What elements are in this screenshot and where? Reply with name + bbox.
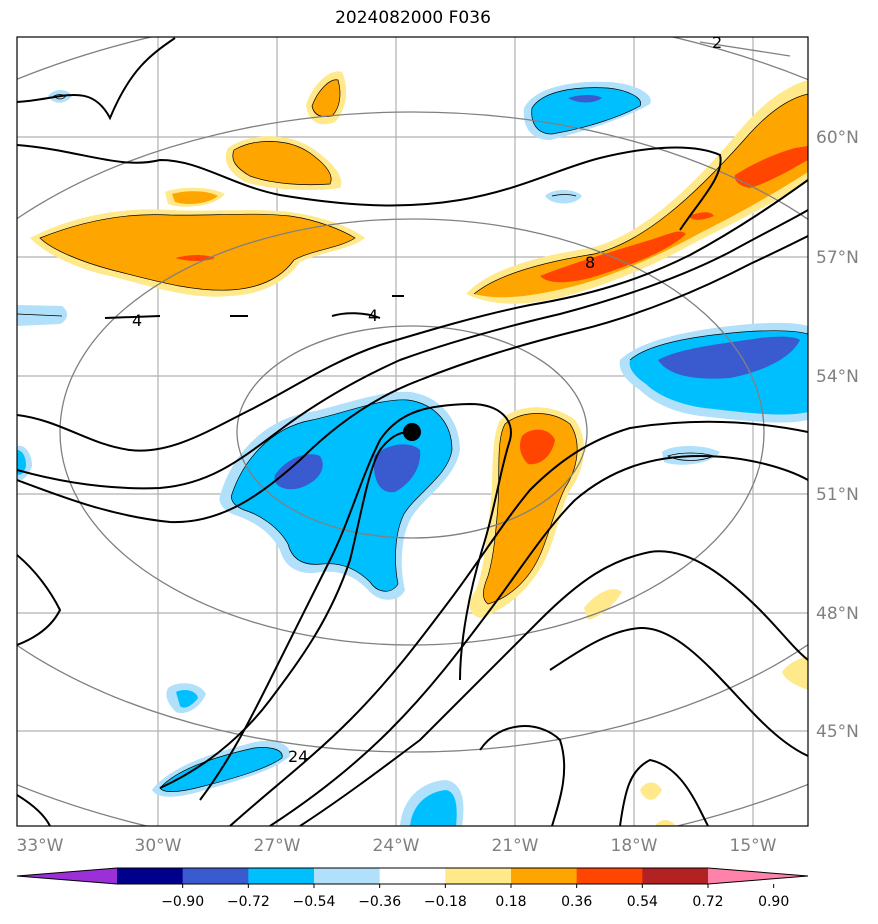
contour-label-group: 2 8 4 4 24 — [132, 33, 722, 766]
lon-label: 24°W — [373, 836, 420, 856]
negative-region — [658, 336, 800, 379]
colorbar-segment — [642, 868, 709, 884]
map-title: 2024082000 F036 — [335, 8, 491, 28]
colorbar-segment — [182, 868, 249, 884]
colorbar-segment — [576, 868, 643, 884]
map-frame — [16, 36, 809, 827]
colorbar-extend-high — [708, 868, 808, 884]
positive-region — [483, 413, 578, 604]
colorbar-outline — [16, 867, 809, 885]
negative-region — [17, 305, 68, 326]
positive-region — [734, 146, 808, 188]
contour-label: 4 — [132, 311, 142, 330]
colorbar: −0.90 −0.72 −0.54 −0.36 −0.18 0.18 0.36 0.54 0.7… — [16, 867, 809, 910]
negative-region — [545, 190, 582, 204]
positive-region — [232, 141, 332, 185]
negative-region — [373, 444, 421, 493]
colorbar-segment — [445, 868, 512, 884]
range-rings — [17, 37, 808, 826]
colorbar-segment — [117, 868, 184, 884]
contour-label: 4 — [368, 306, 378, 325]
contour-label: 24 — [288, 747, 308, 766]
longitude-labels: 33°W 30°W 27°W 24°W 21°W 18°W 15°W — [17, 836, 777, 856]
map-area: 2 8 4 4 24 — [17, 33, 808, 826]
colorbar-label: −0.90 — [161, 894, 204, 910]
colorbar-label: 0.90 — [758, 894, 789, 910]
lon-label: 21°W — [492, 836, 539, 856]
positive-region — [782, 656, 808, 690]
lon-label: 30°W — [135, 836, 182, 856]
storm-center-marker — [403, 423, 421, 441]
positive-region — [655, 820, 676, 826]
colorbar-label: −0.18 — [424, 894, 467, 910]
negative-region — [17, 450, 26, 475]
lat-label: 57°N — [816, 248, 859, 268]
positive-region — [688, 212, 714, 220]
negative-region — [531, 87, 641, 134]
positive-region — [584, 589, 622, 620]
lat-label: 51°N — [816, 485, 859, 505]
lon-label: 18°W — [611, 836, 658, 856]
colorbar-extend-low — [17, 868, 117, 884]
lat-label: 60°N — [816, 128, 859, 148]
colorbar-segment — [511, 868, 578, 884]
positive-region — [520, 429, 555, 465]
contour-label: 8 — [585, 253, 595, 272]
positive-region — [172, 191, 218, 204]
negative-region — [410, 790, 457, 826]
colorbar-label: 0.36 — [561, 894, 592, 910]
positive-region — [40, 214, 355, 291]
negative-region — [568, 95, 602, 103]
colorbar-label: −0.36 — [358, 894, 401, 910]
negative-region — [176, 690, 198, 708]
lat-label: 45°N — [816, 722, 859, 742]
colorbar-label: 0.18 — [495, 894, 526, 910]
colorbar-segment — [379, 868, 446, 884]
latitude-labels: 60°N 57°N 54°N 51°N 48°N 45°N — [816, 128, 859, 742]
shading-outlines — [17, 79, 808, 792]
lat-label: 54°N — [816, 367, 859, 387]
colorbar-label: 0.72 — [692, 894, 723, 910]
colorbar-segment — [248, 868, 315, 884]
positive-region — [312, 79, 340, 117]
colorbar-label: −0.72 — [227, 894, 270, 910]
shaded-fields — [17, 71, 808, 826]
colorbar-label: −0.54 — [293, 894, 336, 910]
lat-label: 48°N — [816, 604, 859, 624]
positive-region — [640, 782, 662, 800]
lon-label: 33°W — [17, 836, 64, 856]
contour-label: 2 — [712, 33, 722, 52]
colorbar-segment — [314, 868, 381, 884]
colorbar-label: 0.54 — [627, 894, 658, 910]
lon-label: 27°W — [254, 836, 301, 856]
contour-lines — [17, 37, 808, 826]
lon-label: 15°W — [730, 836, 777, 856]
negative-region — [274, 454, 323, 490]
